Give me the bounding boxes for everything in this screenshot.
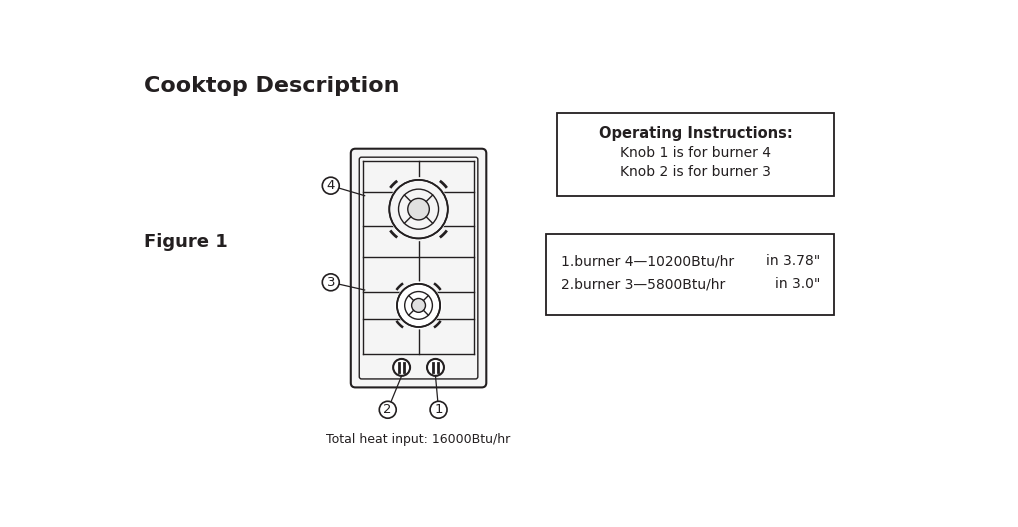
Bar	[546, 234, 835, 315]
Text: 1.burner 4—10200Btu/hr: 1.burner 4—10200Btu/hr	[561, 254, 734, 268]
Circle shape	[430, 401, 447, 418]
Circle shape	[323, 274, 339, 291]
Text: 3: 3	[327, 276, 335, 289]
Text: in 3.0": in 3.0"	[775, 277, 821, 291]
Text: 4: 4	[327, 179, 335, 192]
FancyBboxPatch shape	[359, 157, 477, 379]
Text: 2.burner 3—5800Btu/hr: 2.burner 3—5800Btu/hr	[561, 277, 725, 291]
Text: Figure 1: Figure 1	[144, 233, 227, 251]
Text: 2: 2	[384, 403, 392, 416]
Text: 1: 1	[435, 403, 443, 416]
Circle shape	[388, 178, 449, 240]
Circle shape	[380, 401, 396, 418]
Text: Operating Instructions:: Operating Instructions:	[599, 126, 793, 141]
Circle shape	[395, 282, 442, 328]
Text: Knob 2 is for burner 3: Knob 2 is for burner 3	[620, 165, 772, 179]
Text: Cooktop Description: Cooktop Description	[144, 76, 399, 96]
Circle shape	[393, 359, 410, 376]
Bar	[557, 113, 835, 196]
Circle shape	[408, 198, 430, 220]
Text: Knob 1 is for burner 4: Knob 1 is for burner 4	[620, 147, 772, 160]
Circle shape	[427, 359, 444, 376]
Text: Total heat input: 16000Btu/hr: Total heat input: 16000Btu/hr	[327, 433, 511, 446]
Circle shape	[397, 284, 440, 327]
FancyBboxPatch shape	[351, 149, 487, 387]
Circle shape	[411, 298, 426, 313]
Circle shape	[323, 177, 339, 194]
Text: in 3.78": in 3.78"	[767, 254, 821, 268]
